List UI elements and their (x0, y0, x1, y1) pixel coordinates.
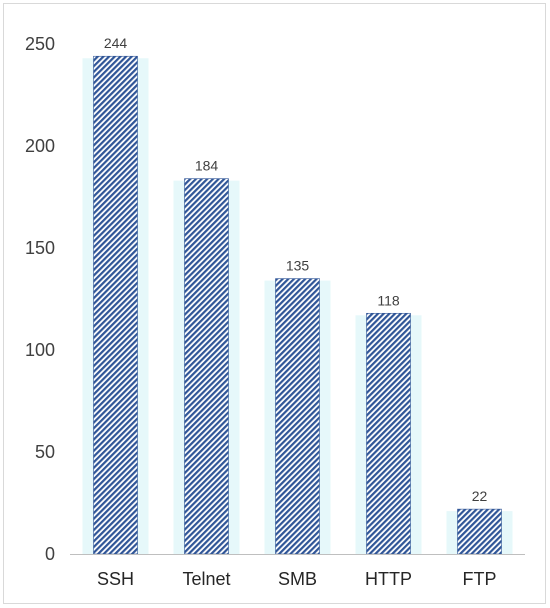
data-label: 244 (104, 35, 128, 51)
y-tick-label: 50 (35, 442, 55, 462)
data-label: 22 (472, 488, 488, 504)
x-tick-label: Telnet (182, 569, 230, 589)
bar-ssh (93, 55, 138, 555)
bar-ftp (457, 508, 502, 555)
y-tick-label: 150 (25, 238, 55, 258)
data-label: 184 (195, 158, 219, 174)
y-tick-label: 250 (25, 34, 55, 54)
bar-http (366, 312, 411, 555)
x-tick-label: HTTP (365, 569, 412, 589)
x-tick-label: SMB (278, 569, 317, 589)
bar-telnet (184, 178, 229, 555)
bars (93, 55, 502, 555)
y-axis: 0 50 100 150 200 250 (25, 34, 55, 564)
data-labels: 244 184 135 118 22 (104, 35, 488, 504)
x-axis: SSH Telnet SMB HTTP FTP (97, 569, 497, 589)
x-tick-label: SSH (97, 569, 134, 589)
data-label: 135 (286, 258, 310, 274)
data-label: 118 (377, 292, 400, 308)
y-tick-label: 0 (45, 544, 55, 564)
bar-smb (275, 278, 320, 555)
y-tick-label: 100 (25, 340, 55, 360)
y-tick-label: 200 (25, 136, 55, 156)
x-tick-label: FTP (463, 569, 497, 589)
